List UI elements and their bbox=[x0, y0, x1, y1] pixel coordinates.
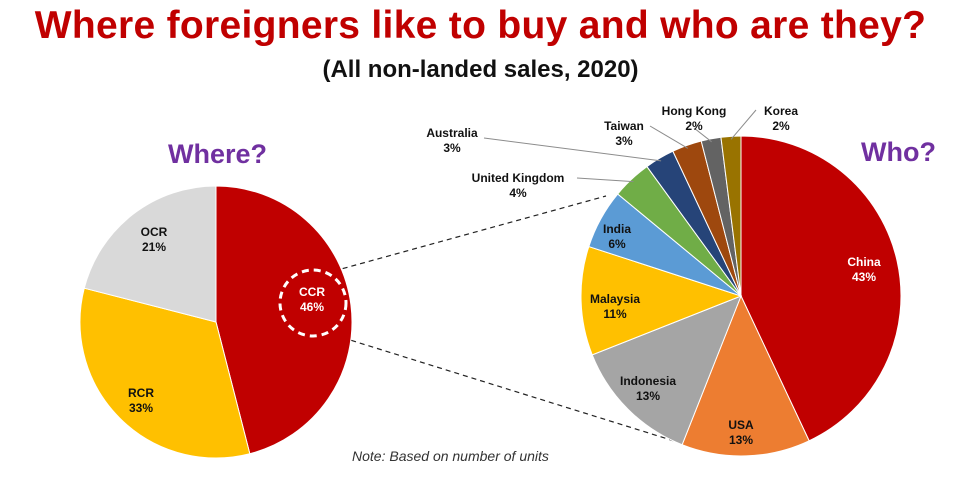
pie-chart-where: CCR 46% RCR 33% OCR 21% bbox=[79, 185, 353, 459]
slice-label-name: Australia bbox=[426, 126, 478, 140]
slice-label-value: 3% bbox=[443, 141, 461, 155]
slice-label-malaysia: Malaysia 11% bbox=[590, 292, 640, 321]
leader-line-taiwan bbox=[649, 125, 689, 149]
slice-label-value: 11% bbox=[603, 307, 627, 321]
slice-label-name: China bbox=[847, 255, 881, 269]
slice-label-usa: USA 13% bbox=[728, 418, 754, 447]
slice-label-value: 2% bbox=[685, 119, 703, 133]
slice-label-value: 33% bbox=[129, 401, 153, 415]
slice-label-value: 43% bbox=[852, 270, 876, 284]
leader-line-united-kingdom bbox=[576, 177, 634, 183]
pie-slice-rcr bbox=[79, 287, 251, 459]
pie-slice-usa bbox=[681, 294, 810, 457]
slice-label-ocr: OCR 21% bbox=[141, 225, 168, 254]
slice-label-taiwan: Taiwan 3% bbox=[604, 119, 644, 148]
slice-label-name: CCR bbox=[299, 285, 325, 299]
leader-line-korea bbox=[730, 109, 757, 140]
slice-label-rcr: RCR 33% bbox=[128, 386, 154, 415]
pie-slice-ocr bbox=[83, 185, 217, 323]
pie-chart-who: China 43%USA 13%Indonesia 13%Malaysia 11%Ind… bbox=[426, 104, 902, 457]
who-pie-title: Who? bbox=[861, 137, 936, 167]
slice-label-name: Hong Kong bbox=[662, 104, 727, 118]
slice-label-value: 13% bbox=[636, 389, 660, 403]
pie-slice-korea bbox=[720, 135, 742, 297]
slice-label-name: Taiwan bbox=[604, 119, 644, 133]
chart-subtitle: (All non-landed sales, 2020) bbox=[322, 56, 639, 83]
slice-label-value: 13% bbox=[729, 433, 753, 447]
slice-label-china: China 43% bbox=[847, 255, 881, 284]
slice-label-ccr: CCR 46% bbox=[299, 285, 325, 314]
slice-label-korea: Korea 2% bbox=[764, 104, 798, 133]
slice-label-hong-kong: Hong Kong 2% bbox=[662, 104, 727, 133]
pie-slice-china bbox=[740, 135, 902, 442]
slice-label-united-kingdom: United Kingdom 4% bbox=[472, 171, 565, 200]
slice-label-name: United Kingdom bbox=[472, 171, 565, 185]
slice-label-value: 46% bbox=[300, 300, 324, 314]
slice-label-name: Korea bbox=[764, 104, 798, 118]
slice-label-name: India bbox=[603, 222, 631, 236]
pie-slice-indonesia bbox=[591, 295, 742, 446]
footnote: Note: Based on number of units bbox=[352, 448, 549, 464]
slice-label-indonesia: Indonesia 13% bbox=[620, 374, 676, 403]
slice-label-name: RCR bbox=[128, 386, 154, 400]
slice-label-name: OCR bbox=[141, 225, 168, 239]
slice-label-india: India 6% bbox=[603, 222, 631, 251]
leader-line-australia bbox=[483, 137, 662, 162]
slice-label-australia: Australia 3% bbox=[426, 126, 478, 155]
pie-slice-malaysia bbox=[580, 245, 743, 356]
slice-label-value: 21% bbox=[142, 240, 166, 254]
leader-line-hong-kong bbox=[693, 127, 712, 143]
connector-line-lower bbox=[333, 334, 701, 450]
ccr-highlight-circle bbox=[278, 268, 348, 338]
slice-label-value: 2% bbox=[772, 119, 790, 133]
slice-label-name: Malaysia bbox=[590, 292, 640, 306]
slice-label-name: USA bbox=[728, 418, 754, 432]
where-pie-title: Where? bbox=[168, 139, 268, 169]
overlay bbox=[278, 268, 348, 338]
chart-title: Where foreigners like to buy and who are… bbox=[34, 4, 927, 47]
slice-label-value: 4% bbox=[509, 186, 527, 200]
connector-lines bbox=[333, 195, 701, 450]
slice-label-value: 3% bbox=[615, 134, 633, 148]
connector-line-upper bbox=[333, 195, 607, 272]
slice-label-name: Indonesia bbox=[620, 374, 676, 388]
slice-label-value: 6% bbox=[608, 237, 626, 251]
